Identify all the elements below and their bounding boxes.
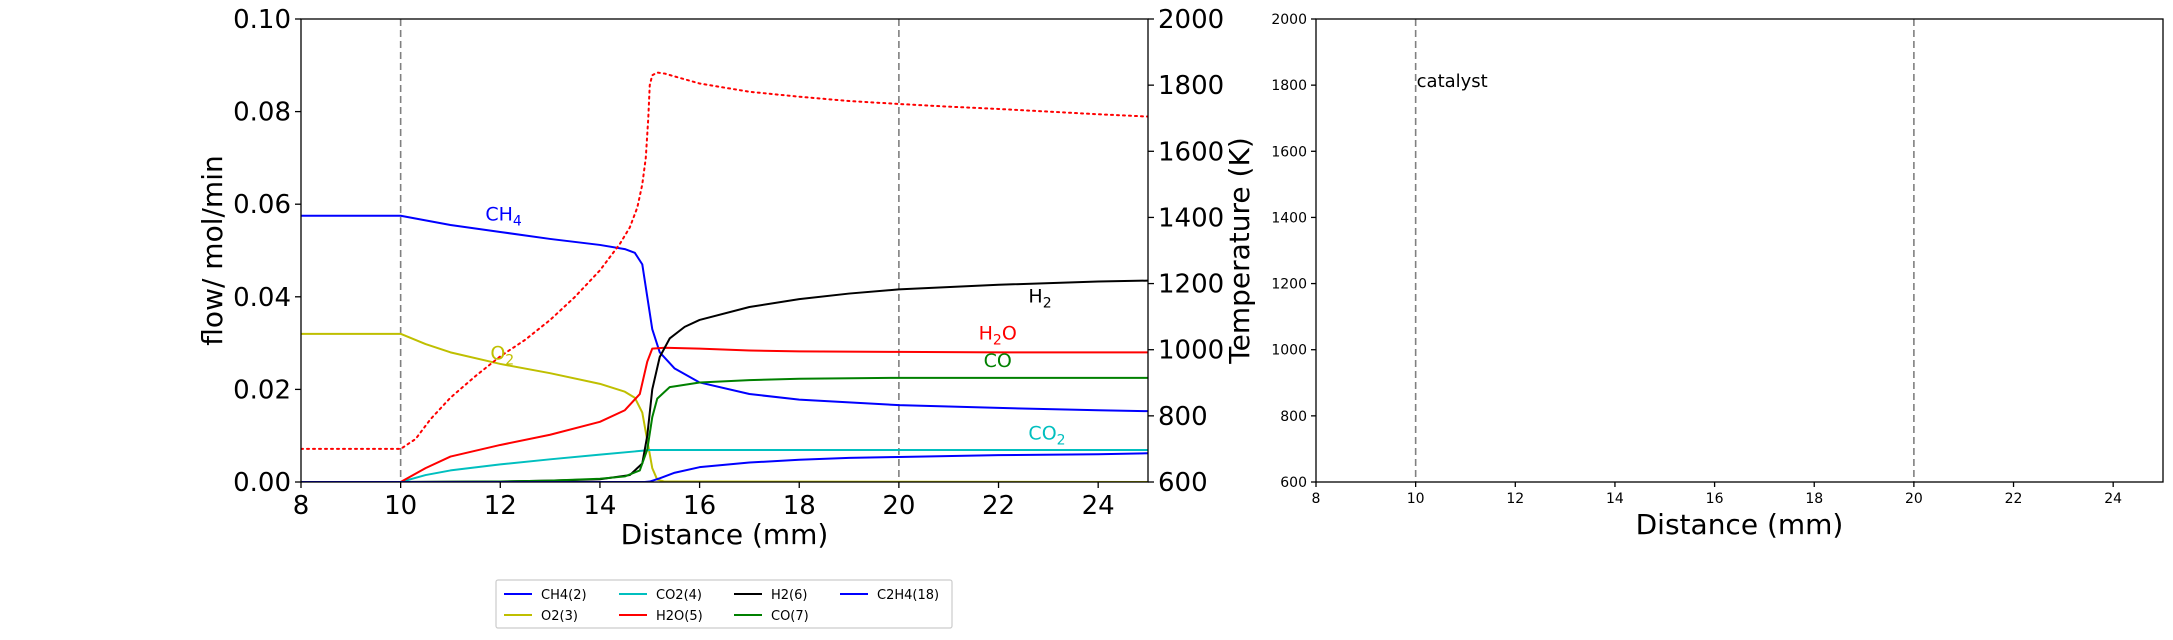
annotation-base: CO bbox=[1028, 422, 1056, 444]
legend-label: O2(3) bbox=[541, 609, 578, 624]
annotation-base: CO bbox=[984, 350, 1012, 372]
series-line-c2h4-18- bbox=[301, 452, 1148, 482]
right-x-tick-label: 10 bbox=[1407, 491, 1425, 507]
annotation-subscript: 2 bbox=[993, 332, 1002, 348]
legend-label: CH4(2) bbox=[541, 588, 587, 603]
legend-label: H2(6) bbox=[771, 588, 807, 603]
left-plot-frame bbox=[300, 18, 1149, 483]
x-tick-label: 22 bbox=[982, 491, 1015, 521]
y2-tick-label: 600 bbox=[1158, 468, 1208, 498]
y-tick-label: 0.04 bbox=[233, 283, 291, 313]
series-annotation: CO bbox=[984, 350, 1012, 372]
y-tick-label: 0.00 bbox=[233, 468, 291, 498]
annotation-subscript: 2 bbox=[505, 352, 514, 368]
y-tick-label: 0.08 bbox=[233, 98, 291, 128]
series-line-co-7- bbox=[301, 376, 1148, 482]
x-tick-label: 18 bbox=[783, 491, 816, 521]
legend-label: H2O(5) bbox=[656, 609, 703, 624]
right-x-axis-label: Distance (mm) bbox=[1636, 508, 1844, 541]
right-y-tick-label: 2000 bbox=[1271, 12, 1307, 28]
series-line-temperature bbox=[301, 71, 1148, 450]
series-annotation: H2O bbox=[979, 322, 1017, 348]
series-annotation: O2 bbox=[490, 342, 514, 368]
right-x-tick-label: 14 bbox=[1606, 491, 1624, 507]
series-annotation: CH4 bbox=[485, 203, 522, 229]
annotation-base: CH bbox=[485, 203, 513, 225]
annotation-tail: O bbox=[1002, 322, 1017, 344]
series-annotation: H2 bbox=[1028, 285, 1051, 311]
annotation-subscript: 4 bbox=[513, 213, 522, 229]
legend-box bbox=[495, 579, 953, 629]
y2-tick-label: 2000 bbox=[1158, 5, 1224, 35]
right-x-tick-label: 16 bbox=[1706, 491, 1724, 507]
y2-tick-label: 800 bbox=[1158, 402, 1208, 432]
right-y-tick-label: 1200 bbox=[1271, 277, 1307, 293]
series-line-o2-3- bbox=[301, 332, 1148, 482]
catalyst-annotation: catalyst bbox=[1417, 71, 1488, 92]
series-line-h2o-5- bbox=[301, 346, 1148, 482]
x-tick-label: 10 bbox=[384, 491, 417, 521]
annotation-subscript: 2 bbox=[1057, 432, 1066, 448]
legend: CH4(2) CO2(4) H2(6) C2H4(18) O2(3) H2O(5) CO(7… bbox=[495, 579, 953, 629]
y-tick-label: 0.02 bbox=[233, 375, 291, 405]
right-y-tick-label: 1000 bbox=[1271, 343, 1307, 359]
right-y-tick-label: 1800 bbox=[1271, 78, 1307, 94]
x-axis-label: Distance (mm) bbox=[621, 518, 829, 551]
annotation-subscript: 2 bbox=[1043, 295, 1052, 311]
y2-tick-label: 1600 bbox=[1158, 137, 1224, 167]
y-axis-label: flow/ mol/min bbox=[196, 155, 229, 345]
right-x-tick-label: 20 bbox=[1905, 491, 1923, 507]
annotation-base: H bbox=[1028, 285, 1042, 307]
left-series-group bbox=[301, 71, 1148, 482]
x-tick-label: 8 bbox=[293, 491, 310, 521]
x-tick-label: 20 bbox=[882, 491, 915, 521]
y2-tick-label: 1200 bbox=[1158, 270, 1224, 300]
right-x-tick-label: 8 bbox=[1312, 491, 1321, 507]
x-tick-label: 14 bbox=[583, 491, 616, 521]
y2-tick-label: 1400 bbox=[1158, 203, 1224, 233]
legend-label: CO(7) bbox=[771, 609, 809, 624]
right-y-tick-label: 1400 bbox=[1271, 210, 1307, 226]
series-annotation: CO2 bbox=[1028, 422, 1065, 448]
y-tick-label: 0.10 bbox=[233, 5, 291, 35]
annotation-base: H bbox=[979, 322, 993, 344]
legend-label: CO2(4) bbox=[656, 588, 702, 603]
series-line-ch4-2- bbox=[301, 214, 1148, 413]
right-x-tick-label: 12 bbox=[1506, 491, 1524, 507]
y-tick-label: 0.06 bbox=[233, 190, 291, 220]
y2-tick-label: 1800 bbox=[1158, 71, 1224, 101]
annotation-base: O bbox=[490, 342, 505, 364]
right-plot-frame bbox=[1315, 18, 2164, 483]
legend-label: C2H4(18) bbox=[877, 588, 939, 603]
right-y-tick-label: 800 bbox=[1280, 409, 1307, 425]
left-plot: 8 10 12 14 16 18 20 22 240.000.020.040.060.080.1… bbox=[196, 5, 1256, 551]
right-y-tick-label: 1600 bbox=[1271, 144, 1307, 160]
x-tick-label: 12 bbox=[484, 491, 517, 521]
x-tick-label: 24 bbox=[1082, 491, 1115, 521]
y2-axis-label: Temperature (K) bbox=[1223, 137, 1256, 364]
right-x-tick-label: 18 bbox=[1805, 491, 1823, 507]
y2-tick-label: 1000 bbox=[1158, 336, 1224, 366]
right-plot: 8 10 12 14 16 18 20 22 24 600 800 1000 1200 1400 1600 1… bbox=[1271, 12, 2164, 541]
right-x-tick-label: 22 bbox=[2005, 491, 2023, 507]
x-tick-label: 16 bbox=[683, 491, 716, 521]
right-x-tick-label: 24 bbox=[2104, 491, 2122, 507]
series-line-co2-4- bbox=[301, 449, 1148, 482]
right-y-tick-label: 600 bbox=[1280, 475, 1307, 491]
